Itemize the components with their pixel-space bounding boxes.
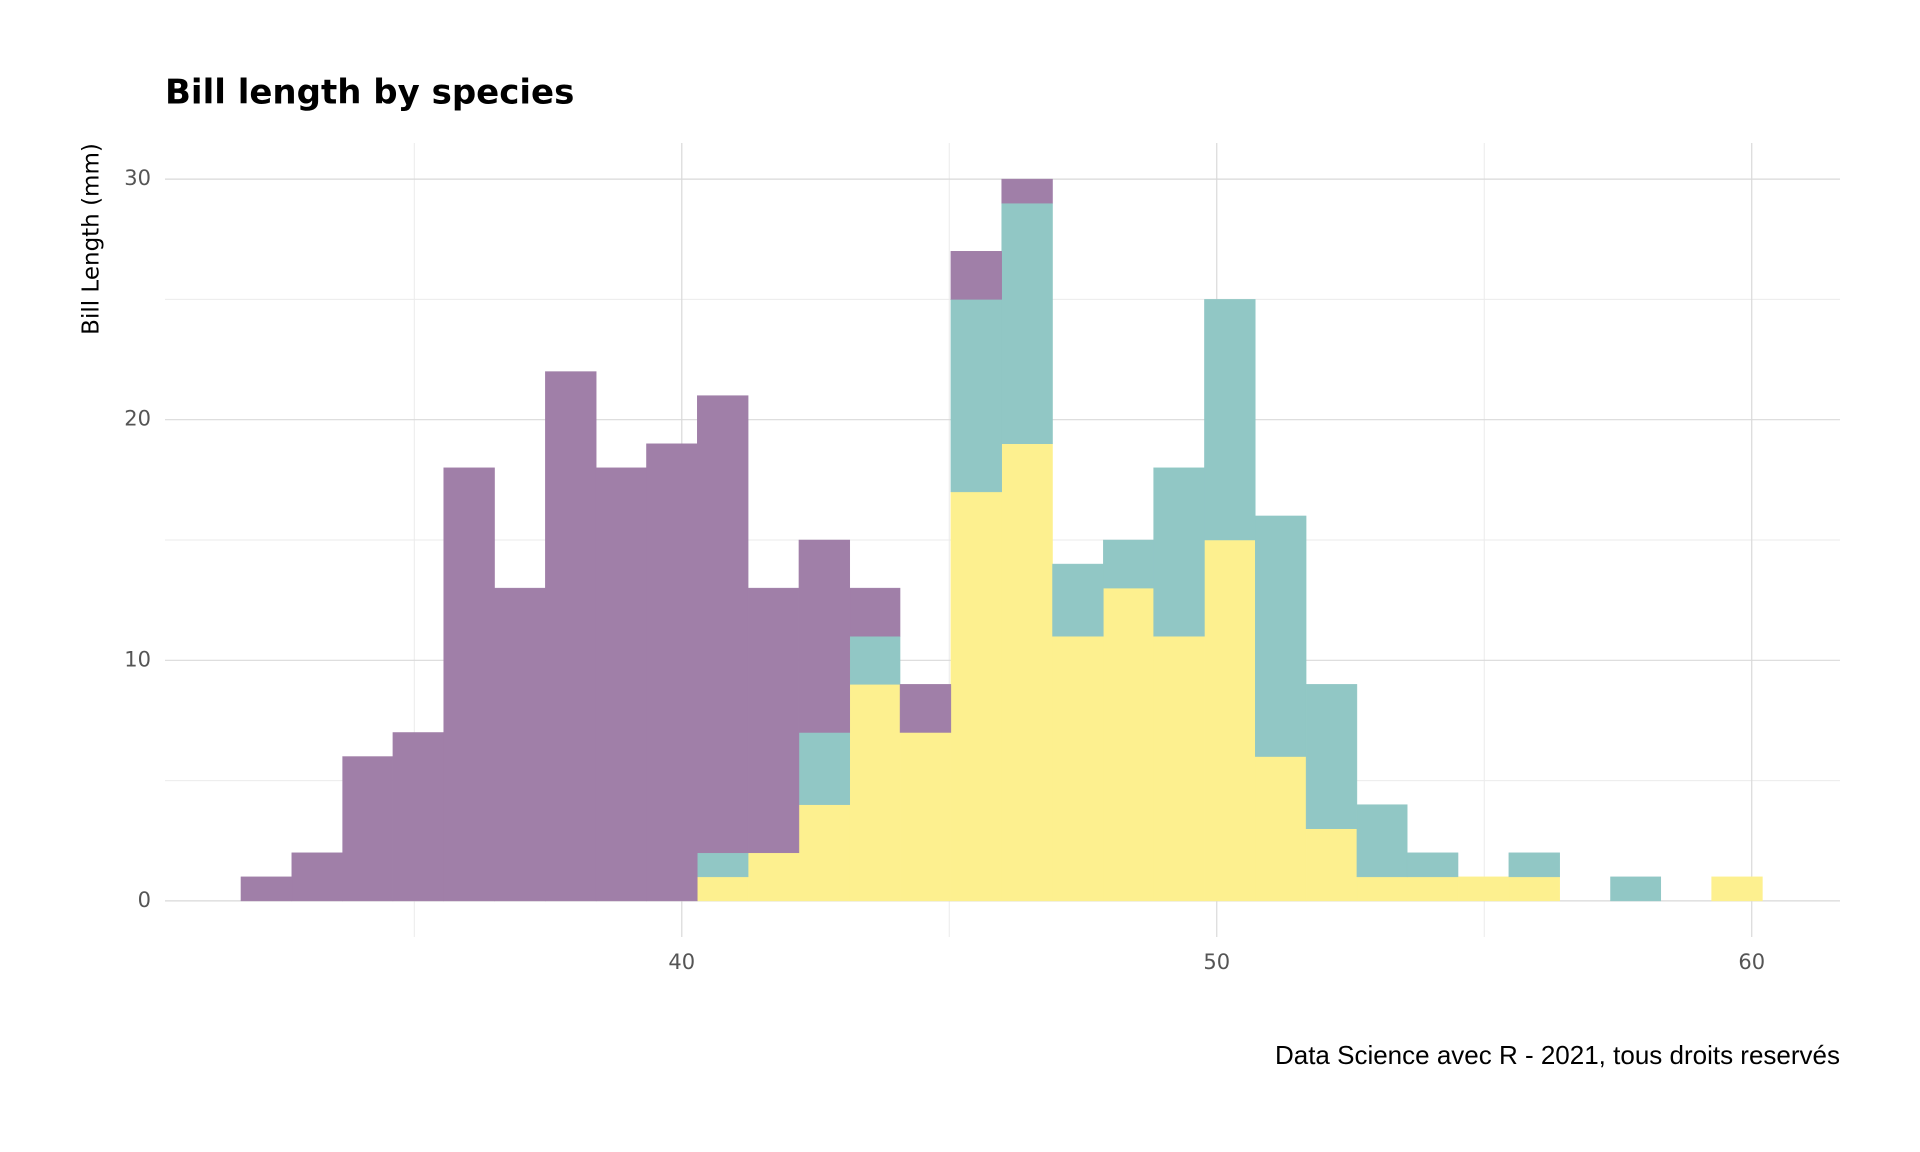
chart-title: Bill length by species: [165, 73, 574, 113]
bar: [798, 804, 851, 902]
bar: [697, 395, 749, 854]
y-axis-label: Bill Length (mm): [79, 143, 105, 335]
bar: [849, 635, 901, 685]
bar: [697, 852, 749, 878]
y-tick-label: 10: [124, 647, 151, 671]
bar: [899, 684, 952, 733]
bar: [545, 371, 597, 902]
bar: [1255, 515, 1307, 757]
bar: [950, 299, 1002, 493]
bar: [1001, 202, 1053, 445]
bar: [1255, 756, 1307, 902]
bar: [950, 491, 1002, 902]
bar: [798, 732, 851, 805]
x-tick-label: 60: [1738, 950, 1765, 974]
bar: [849, 684, 901, 902]
bar: [1153, 467, 1205, 637]
bar: [1153, 635, 1205, 902]
caption: Data Science avec R - 2021, tous droits …: [1275, 1040, 1840, 1070]
bar: [899, 732, 952, 902]
bar: [1052, 635, 1104, 902]
bar: [1406, 852, 1459, 878]
bar: [1204, 539, 1256, 902]
bar: [646, 443, 698, 902]
bar: [240, 876, 293, 902]
bar: [798, 539, 851, 733]
bar: [1356, 876, 1408, 902]
x-tick-label: 40: [668, 950, 695, 974]
bar: [1406, 876, 1459, 902]
bar: [494, 587, 546, 902]
bar: [1508, 852, 1560, 878]
bar: [1508, 876, 1560, 902]
bar: [392, 732, 444, 902]
bar: [443, 467, 495, 902]
bar: [1204, 299, 1256, 541]
bar: [595, 467, 647, 902]
bar: [697, 876, 749, 902]
bar: [291, 852, 343, 902]
bar: [1305, 684, 1358, 829]
bar: [1052, 563, 1104, 637]
y-tick-label: 20: [124, 407, 151, 431]
x-tick-label: 50: [1203, 950, 1230, 974]
bar: [849, 587, 901, 637]
bar: [1711, 876, 1763, 902]
bar: [1103, 587, 1154, 902]
bar: [950, 251, 1002, 300]
bar: [747, 852, 800, 902]
bar: [1103, 539, 1154, 589]
bar: [1356, 804, 1408, 878]
bar: [1457, 876, 1510, 902]
bar: [342, 756, 394, 902]
y-tick-label: 0: [138, 888, 151, 912]
bar: [747, 587, 800, 854]
bar: [1001, 443, 1053, 902]
y-tick-label: 30: [124, 166, 151, 190]
bar: [1001, 178, 1053, 204]
bar: [1610, 876, 1662, 902]
bar: [1305, 828, 1358, 902]
